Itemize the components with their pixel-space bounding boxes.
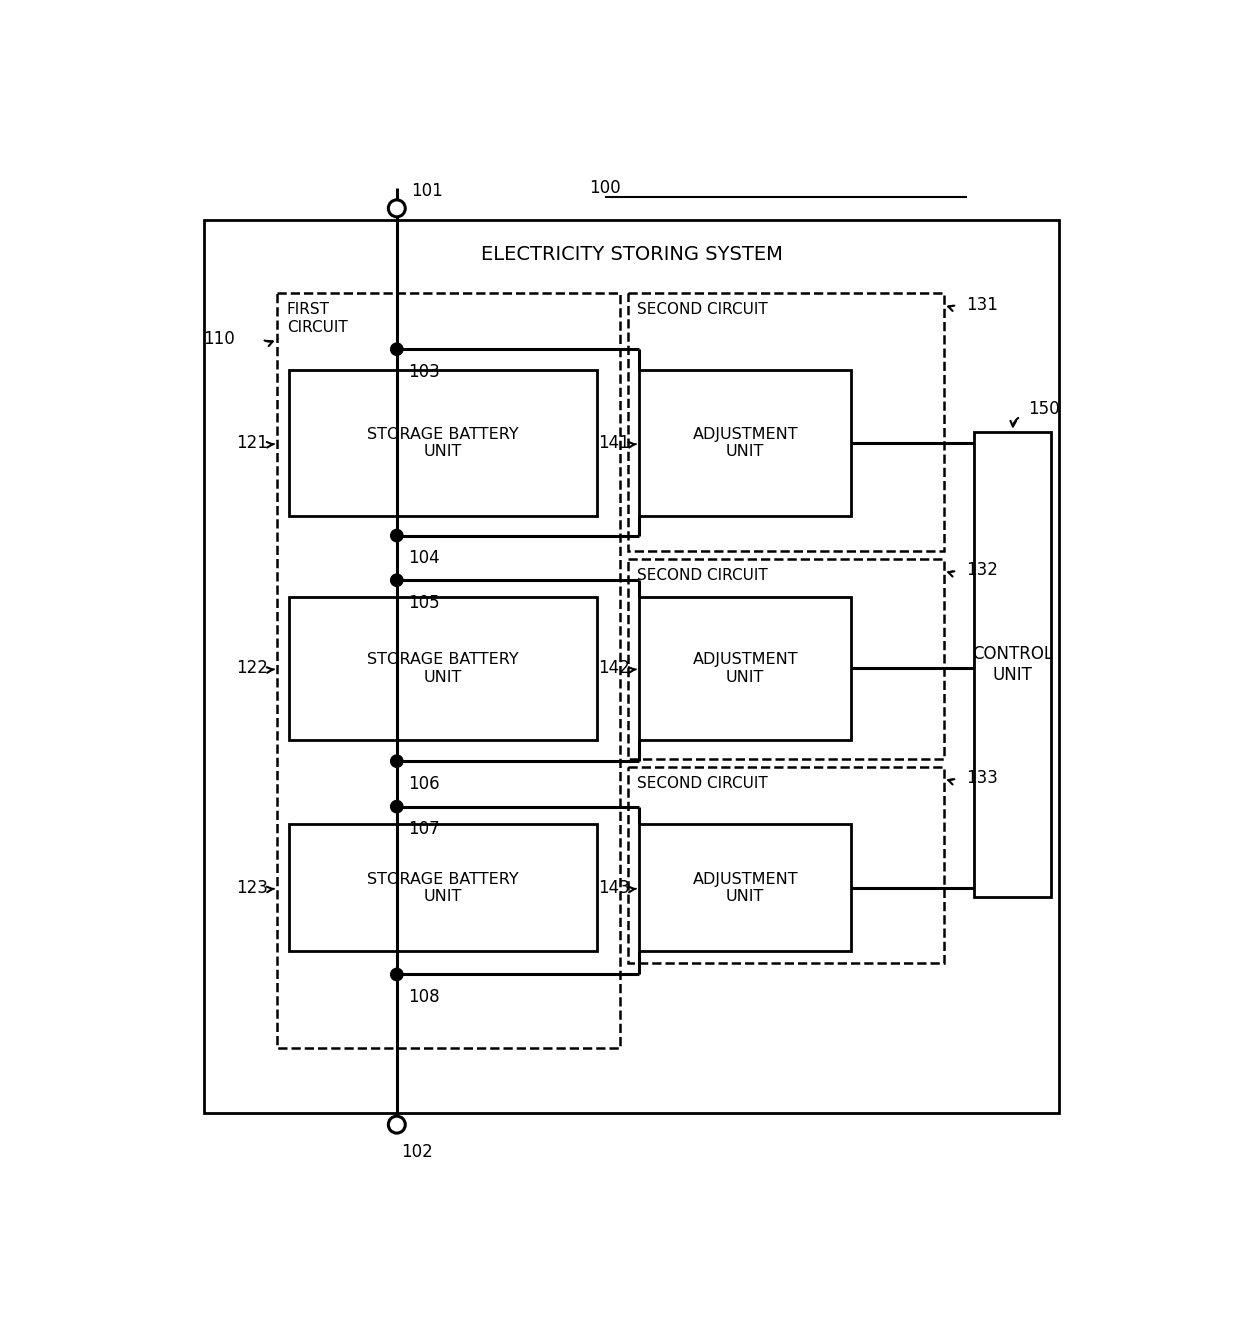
Bar (640, 598, 851, 740)
Text: ELECTRICITY STORING SYSTEM: ELECTRICITY STORING SYSTEM (481, 245, 782, 264)
Text: 105: 105 (408, 594, 440, 612)
Text: 106: 106 (408, 776, 440, 793)
Text: 104: 104 (408, 550, 440, 567)
Text: SECOND CIRCUIT: SECOND CIRCUIT (637, 568, 768, 583)
Circle shape (391, 574, 403, 587)
Text: 122: 122 (237, 660, 268, 678)
Text: CONTROL
UNIT: CONTROL UNIT (972, 645, 1053, 685)
Circle shape (388, 1116, 405, 1133)
Bar (289, 371, 596, 516)
Text: ADJUSTMENT
UNIT: ADJUSTMENT UNIT (692, 427, 799, 459)
Text: 150: 150 (1028, 400, 1060, 418)
Circle shape (388, 200, 405, 216)
Text: 141: 141 (599, 434, 630, 452)
Text: 143: 143 (599, 878, 630, 897)
Text: 133: 133 (967, 769, 998, 787)
Circle shape (391, 343, 403, 355)
Text: 110: 110 (203, 330, 236, 348)
Text: ADJUSTMENT
UNIT: ADJUSTMENT UNIT (692, 872, 799, 904)
Circle shape (391, 801, 403, 813)
Text: 123: 123 (237, 878, 268, 897)
Bar (640, 371, 851, 516)
Bar (975, 431, 1052, 897)
Text: STORAGE BATTERY
UNIT: STORAGE BATTERY UNIT (367, 652, 518, 685)
Text: 100: 100 (589, 178, 620, 197)
Bar (640, 824, 851, 951)
Text: STORAGE BATTERY
UNIT: STORAGE BATTERY UNIT (367, 872, 518, 904)
Bar (627, 559, 944, 758)
Text: FIRST
CIRCUIT: FIRST CIRCUIT (286, 302, 347, 335)
Text: 107: 107 (408, 820, 440, 839)
Text: SECOND CIRCUIT: SECOND CIRCUIT (637, 302, 768, 318)
Text: SECOND CIRCUIT: SECOND CIRCUIT (637, 776, 768, 791)
Text: 101: 101 (410, 182, 443, 199)
Bar (289, 824, 596, 951)
Circle shape (391, 968, 403, 980)
Text: 142: 142 (599, 660, 630, 678)
Text: 132: 132 (967, 561, 998, 579)
Text: 103: 103 (408, 363, 440, 381)
Text: 121: 121 (237, 434, 268, 452)
Bar (205, 220, 1059, 1113)
Circle shape (391, 754, 403, 768)
Bar (278, 293, 620, 1047)
Text: 108: 108 (408, 988, 440, 1006)
Bar (289, 598, 596, 740)
Circle shape (391, 529, 403, 542)
Text: ADJUSTMENT
UNIT: ADJUSTMENT UNIT (692, 652, 799, 685)
Text: 131: 131 (967, 295, 998, 314)
Bar (627, 293, 944, 551)
Text: STORAGE BATTERY
UNIT: STORAGE BATTERY UNIT (367, 427, 518, 459)
Text: 102: 102 (401, 1142, 433, 1161)
Bar (627, 766, 944, 963)
